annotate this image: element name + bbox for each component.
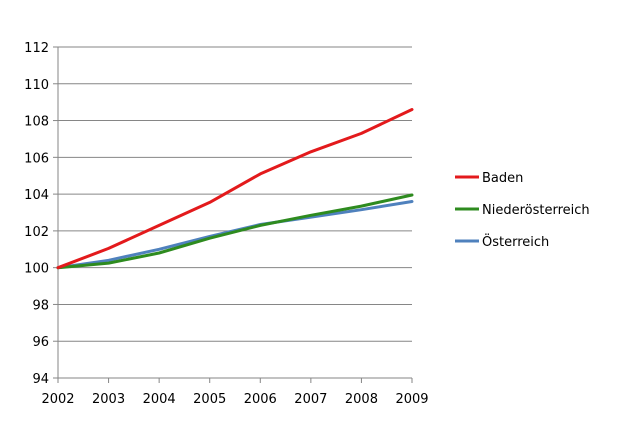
x-tick-label: 2004 <box>143 392 176 407</box>
x-tick-label: 2007 <box>294 392 327 407</box>
series-lines <box>56 108 414 270</box>
x-tick-label: 2008 <box>345 392 378 407</box>
x-tick-label: 2003 <box>92 392 125 407</box>
y-tick-label: 102 <box>24 225 49 240</box>
legend-label: Österreich <box>482 233 549 250</box>
legend-label: Baden <box>482 171 523 186</box>
series-line--sterreich <box>56 200 414 270</box>
y-tick-label: 94 <box>32 372 49 387</box>
y-tick-label: 112 <box>24 41 49 56</box>
legend-label: Niederösterreich <box>482 203 590 218</box>
x-tick-label: 2009 <box>395 392 428 407</box>
axes: 94 96 98 100 102 104 106 108 110 112 2002 2003 2004 2… <box>24 41 428 407</box>
series-line-nieder-sterreich <box>56 193 414 270</box>
y-tick-label: 104 <box>24 188 49 203</box>
legend: Baden Niederösterreich Österreich <box>455 171 590 250</box>
x-tick-label: 2006 <box>244 392 277 407</box>
y-tick-label: 96 <box>32 335 49 350</box>
y-tick-label: 108 <box>24 115 49 130</box>
y-tick-label: 106 <box>24 151 49 166</box>
series-line-baden <box>56 108 414 270</box>
y-tick-label: 100 <box>24 262 49 277</box>
grid-lines <box>58 46 412 342</box>
x-tick-label: 2002 <box>41 392 74 407</box>
y-tick-label: 98 <box>32 298 49 313</box>
y-tick-label: 110 <box>24 78 49 93</box>
x-tick-label: 2005 <box>193 392 226 407</box>
